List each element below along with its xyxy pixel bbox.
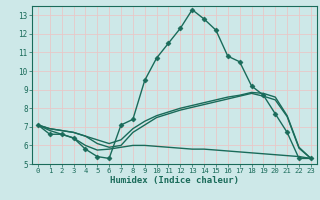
X-axis label: Humidex (Indice chaleur): Humidex (Indice chaleur) [110,176,239,185]
